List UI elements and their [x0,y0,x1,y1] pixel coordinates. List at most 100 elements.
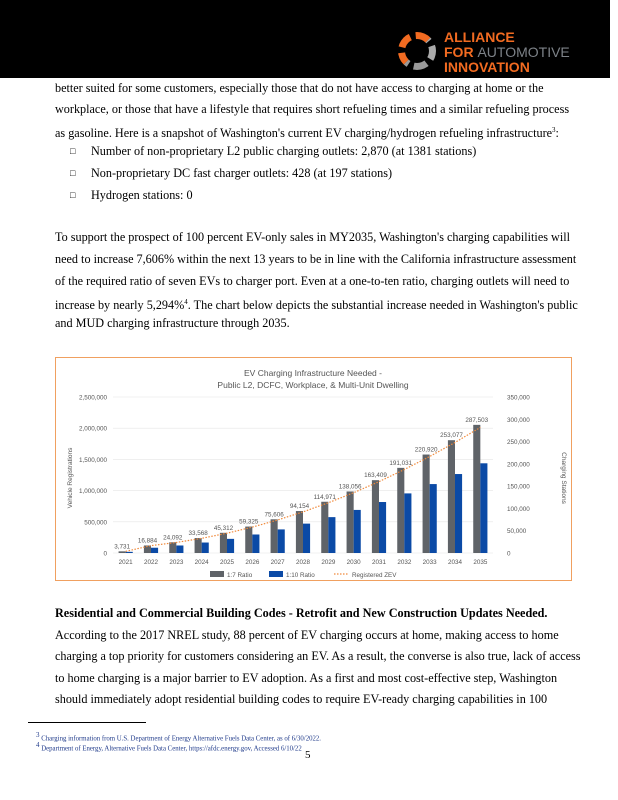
bar-1-10-ratio [455,474,463,553]
logo-line-2b: AUTOMOTIVE [477,44,570,60]
y-right-tick-label: 100,000 [507,506,530,513]
data-label: 24,092 [163,534,183,541]
bar-1-10-ratio [303,523,311,553]
x-tick-label: 2026 [245,559,260,566]
intro-line: better suited for some customers, especi… [55,81,544,95]
data-label: 16,884 [138,537,158,544]
bar-1-7-ratio [371,480,379,553]
bullet-item: Number of non-proprietary L2 public char… [91,144,477,158]
x-tick-label: 2027 [271,559,286,566]
bar-1-7-ratio [422,454,430,553]
y-right-tick-label: 50,000 [507,528,527,535]
bar-1-7-ratio [270,519,278,553]
bar-1-10-ratio [429,484,437,553]
bar-1-7-ratio [169,542,177,553]
bar-1-10-ratio [252,534,260,553]
data-label: 75,606 [264,511,284,518]
para-line: increase by nearly 5,294%4. The chart be… [55,298,578,313]
legend-label: 1:10 Ratio [286,572,315,579]
bar-1-10-ratio [125,551,133,553]
x-tick-label: 2035 [473,559,488,566]
y-tick-label: 1,000,000 [79,488,108,495]
footnote-divider [28,722,146,723]
data-label: 253,077 [440,432,463,439]
footnote-ref[interactable]: 3 [552,126,556,134]
y-tick-label: 0 [103,551,107,558]
x-tick-label: 2024 [195,559,210,566]
data-label: 3,731 [114,543,130,550]
bar-1-10-ratio [353,509,361,553]
bar-1-7-ratio [473,424,481,553]
section-line: to home charging is a major barrier to E… [55,671,558,685]
data-label: 138,056 [339,483,362,490]
page-number: 5 [305,749,311,761]
x-tick-label: 2021 [119,559,134,566]
footnote-ref[interactable]: 4 [184,298,188,306]
chart-title: EV Charging Infrastructure Needed - [244,368,382,378]
bar-1-10-ratio [151,547,159,553]
logo-ring-icon [398,32,436,70]
ev-charging-chart: EV Charging Infrastructure Needed - Publ… [55,357,572,581]
bullet-item: Hydrogen stations: 0 [91,188,193,202]
para-line: need to increase 7,606% within the next … [55,252,577,266]
bar-1-7-ratio [219,532,227,553]
bar-1-7-ratio [397,467,405,553]
intro-line: workplace, or those that have a lifestyl… [55,102,570,116]
bar-1-7-ratio [295,511,303,553]
bar-1-7-ratio [447,440,455,553]
bar-1-7-ratio [143,545,151,553]
section-line: should immediately adopt residential bui… [55,692,548,706]
para-line: of the required ratio of seven EVs to ch… [55,274,570,288]
bar-1-7-ratio [245,526,253,553]
bar-1-10-ratio [379,502,387,553]
chart-subtitle: Public L2, DCFC, Workplace, & Multi-Unit… [217,380,408,390]
bar-1-10-ratio [201,542,209,553]
bar-1-7-ratio [118,551,126,553]
chart-svg: EV Charging Infrastructure Needed - Publ… [67,368,567,579]
bar-1-10-ratio [404,493,412,553]
y-right-tick-label: 150,000 [507,484,530,491]
para-line: To support the prospect of 100 percent E… [55,230,570,244]
square-bullet-icon: □ [70,168,76,178]
y-axis-right-label: Charging Stations [560,452,567,504]
data-label: 287,503 [465,417,488,424]
y-right-tick-label: 200,000 [507,461,530,468]
section-line: charging a top priority for customers co… [55,649,581,663]
x-tick-label: 2030 [347,559,362,566]
x-tick-label: 2032 [397,559,412,566]
intro-line: as gasoline. Here is a snapshot of Washi… [55,126,559,141]
data-label: 59,325 [239,519,259,526]
x-tick-label: 2034 [448,559,463,566]
y-tick-label: 2,000,000 [79,426,108,433]
square-bullet-icon: □ [70,146,76,156]
data-label: 191,031 [389,460,412,467]
data-label: 33,568 [188,530,208,537]
bar-1-10-ratio [328,517,336,553]
x-tick-label: 2033 [423,559,438,566]
logo-line-2a: FOR [444,44,474,60]
legend-swatch-1-7 [210,571,224,577]
header-bar: ALLIANCE FOR AUTOMOTIVE INNOVATION [0,0,610,78]
data-label: 114,971 [314,494,337,501]
bullet-item: Non-proprietary DC fast charger outlets:… [91,166,393,180]
section-line: According to the 2017 NREL study, 88 per… [55,628,559,642]
y-right-tick-label: 250,000 [507,439,530,446]
x-tick-label: 2023 [169,559,184,566]
y-right-tick-label: 300,000 [507,417,530,424]
bar-1-10-ratio [176,545,184,553]
data-label: 45,312 [214,525,234,532]
footnote: 3 Charging information from U.S. Departm… [36,731,321,743]
footnote: 4 Department of Energy, Alternative Fuel… [36,741,302,753]
bar-1-7-ratio [346,491,354,553]
square-bullet-icon: □ [70,190,76,200]
logo-line-1: ALLIANCE [444,29,515,45]
bar-1-7-ratio [321,501,329,553]
y-right-tick-label: 0 [507,551,511,558]
x-tick-label: 2029 [321,559,336,566]
registered-zev-line [125,426,481,552]
x-tick-label: 2028 [296,559,311,566]
alliance-logo: ALLIANCE FOR AUTOMOTIVE INNOVATION [398,30,588,76]
bar-1-10-ratio [227,538,235,553]
x-tick-label: 2025 [220,559,235,566]
x-tick-label: 2031 [372,559,387,566]
